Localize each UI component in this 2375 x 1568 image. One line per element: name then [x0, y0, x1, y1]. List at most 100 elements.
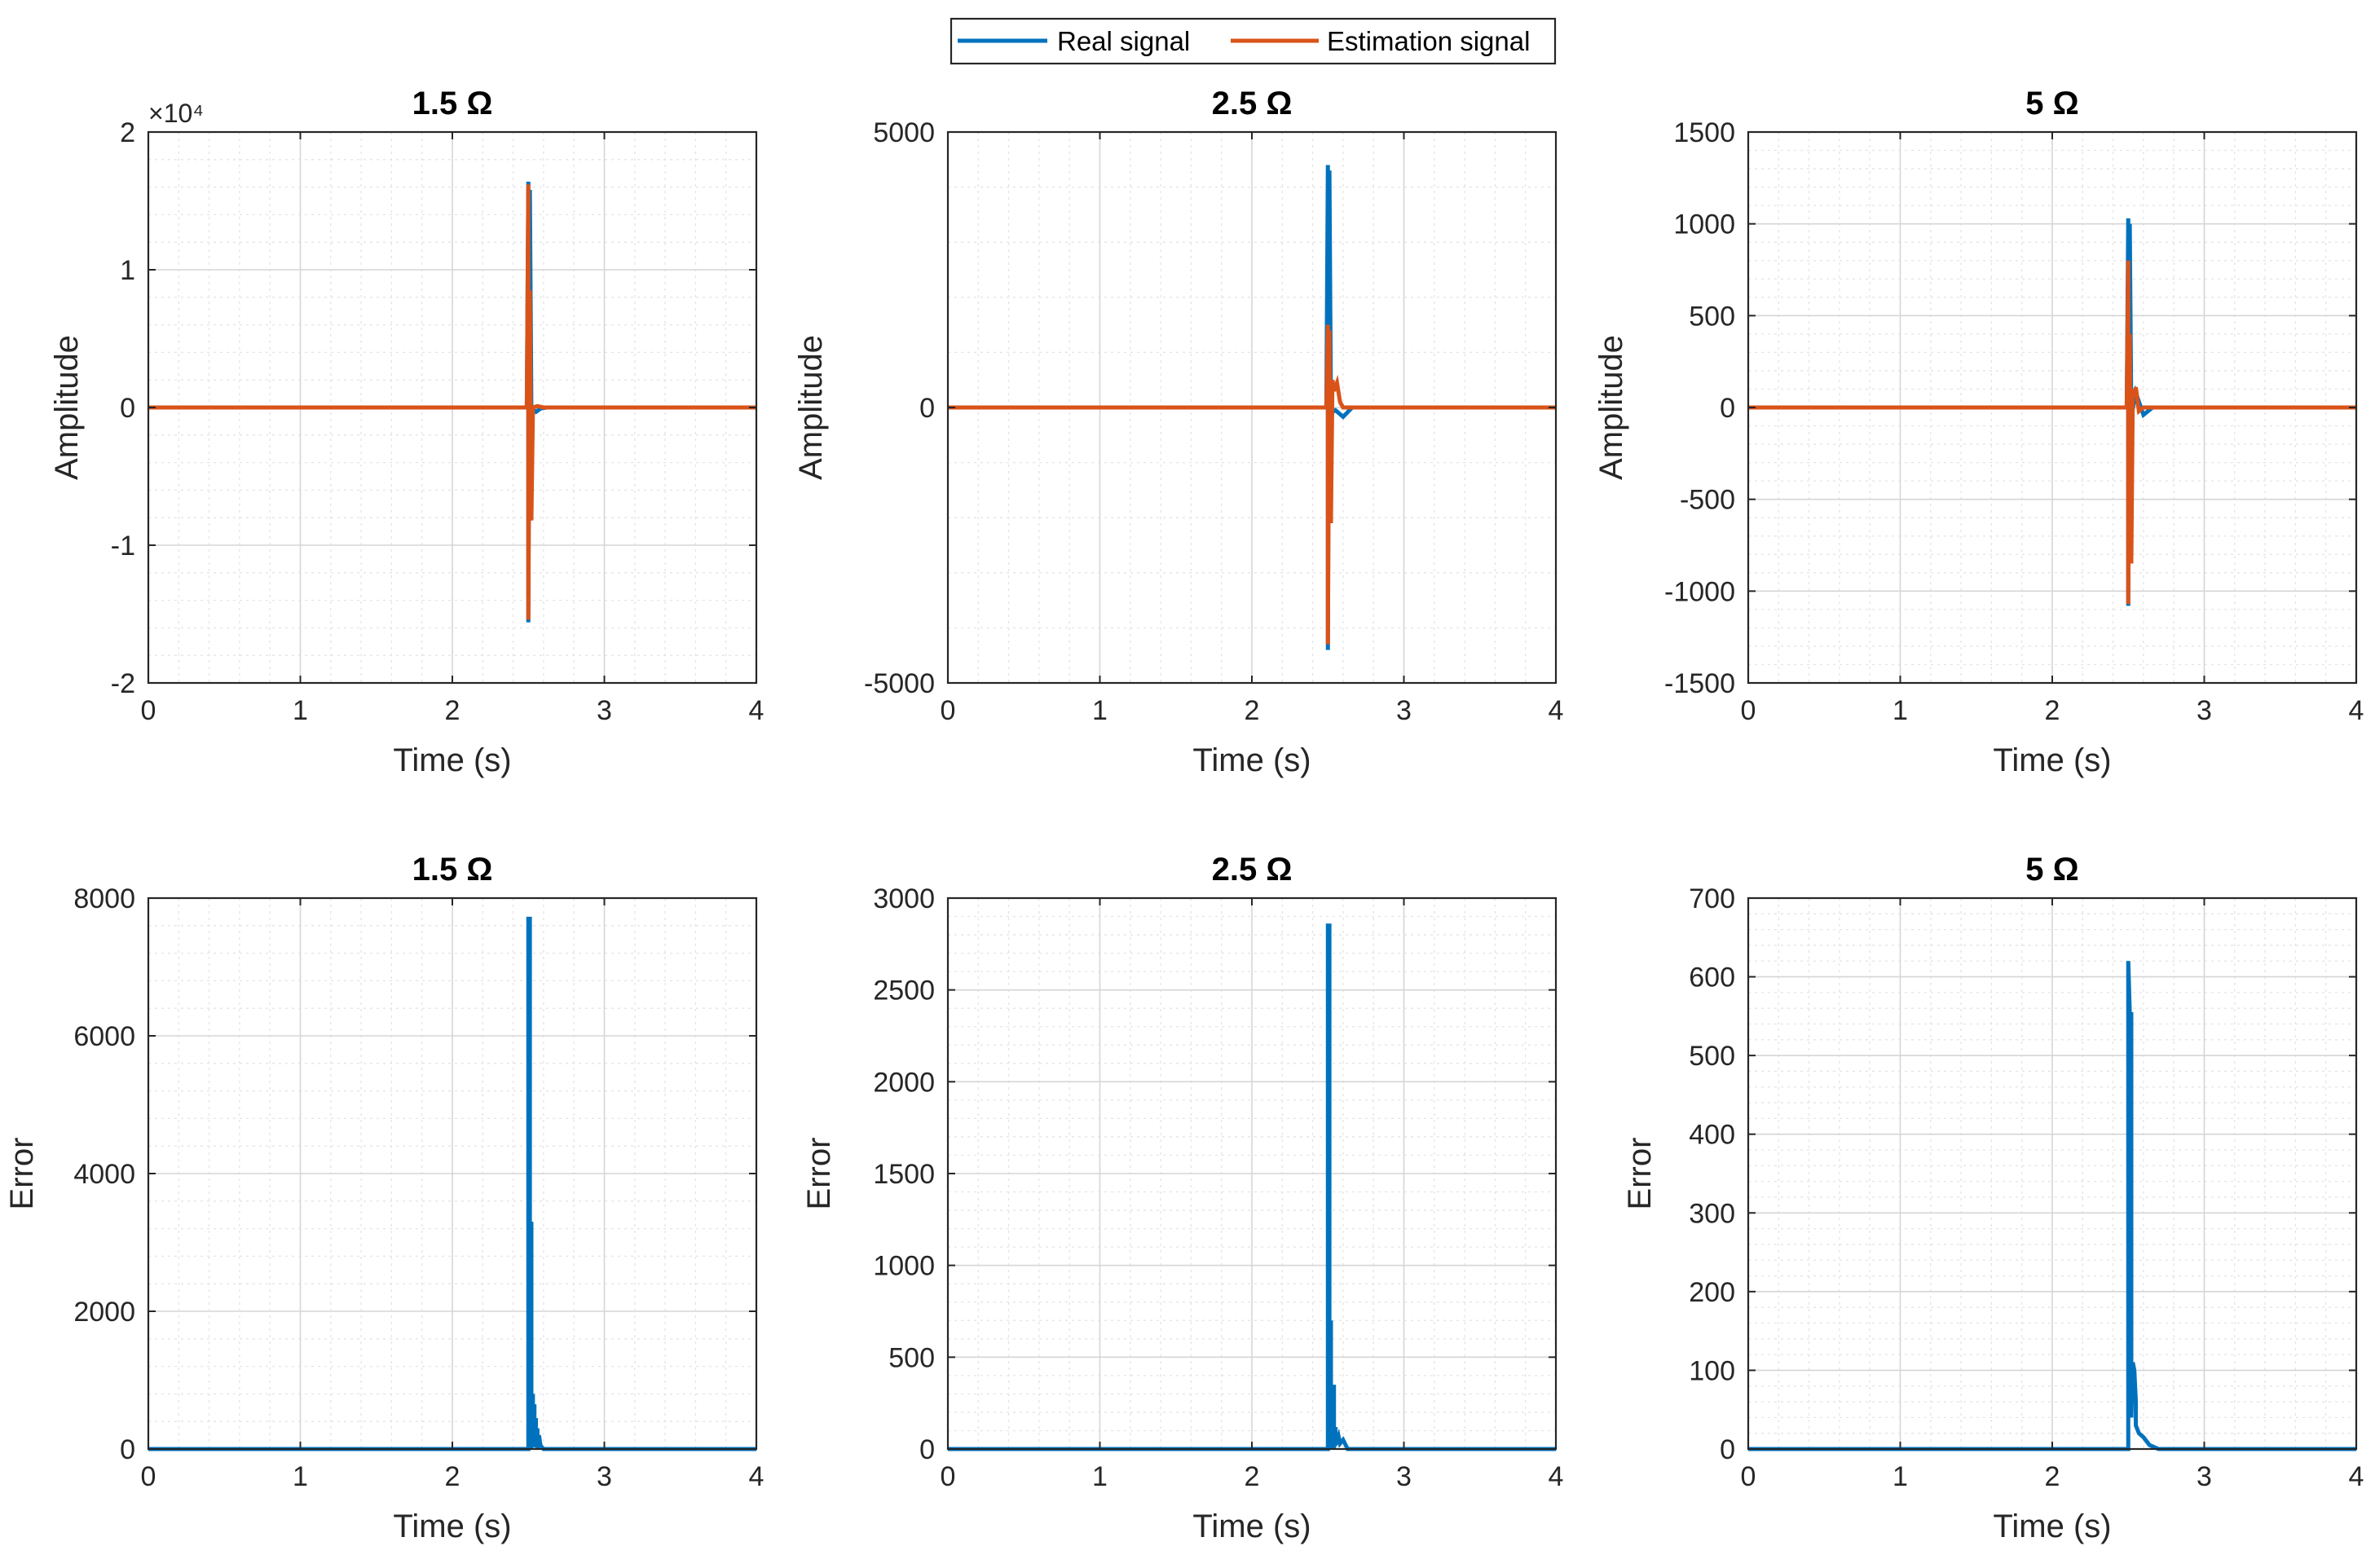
x-tick-label: 0 — [941, 695, 956, 726]
x-axis-label: Time (s) — [393, 742, 511, 778]
y-exponent-label: ×10⁴ — [148, 99, 204, 128]
series-line-real-signal — [948, 165, 1556, 650]
y-tick-label: 400 — [1689, 1120, 1735, 1151]
x-tick-label: 4 — [1549, 1461, 1564, 1492]
y-tick-label: -2 — [111, 668, 135, 699]
subplot-title: 1.5 Ω — [412, 852, 493, 888]
y-tick-label: 1000 — [1673, 209, 1735, 240]
y-axis-label: Amplitude — [49, 335, 85, 480]
legend: Real signal Estimation signal — [950, 17, 1557, 65]
subplot-title: 2.5 Ω — [1212, 852, 1293, 888]
x-tick-label: 4 — [749, 695, 764, 726]
series-line-estimation-signal — [148, 184, 756, 620]
y-tick-label: 0 — [919, 393, 935, 424]
y-axis-label: Amplitude — [1593, 335, 1629, 480]
y-axis-label: Amplitude — [793, 335, 829, 480]
series-line-error — [948, 923, 1556, 1451]
y-tick-label: 3000 — [873, 883, 935, 914]
x-tick-label: 3 — [1396, 1461, 1412, 1492]
x-axis-label: Time (s) — [1993, 1509, 2111, 1544]
y-tick-label: 0 — [120, 1434, 135, 1465]
x-tick-label: 3 — [597, 1461, 612, 1492]
x-tick-label: 1 — [1092, 1461, 1108, 1492]
x-axis-label: Time (s) — [1192, 1509, 1311, 1544]
x-tick-label: 1 — [293, 695, 308, 726]
y-tick-label: 2000 — [73, 1297, 135, 1328]
subplot-1: 0 1 2 3 4 -2 -1 0 1 2 ×10⁴ 1.5 Ω Time (s) Amplitude — [49, 86, 764, 778]
y-tick-label: -500 — [1680, 485, 1735, 516]
y-tick-label: 0 — [1720, 393, 1735, 424]
y-tick-label: -5000 — [864, 668, 935, 699]
y-tick-label: 2 — [120, 117, 135, 148]
y-tick-label: 1 — [120, 255, 135, 286]
legend-label-real-signal: Real signal — [1057, 26, 1190, 56]
y-tick-label: 0 — [120, 393, 135, 424]
x-tick-label: 0 — [141, 1461, 156, 1492]
x-tick-label: 0 — [1741, 1461, 1756, 1492]
subplot-title: 5 Ω — [2025, 86, 2078, 121]
y-tick-label: 8000 — [73, 883, 135, 914]
y-tick-label: 500 — [1689, 301, 1735, 332]
x-tick-label: 0 — [141, 695, 156, 726]
y-tick-label: -1500 — [1664, 668, 1735, 699]
x-axis-label: Time (s) — [1192, 742, 1311, 778]
x-tick-label: 4 — [749, 1461, 764, 1492]
x-tick-label: 2 — [1245, 695, 1260, 726]
subplot-title: 2.5 Ω — [1212, 86, 1293, 121]
x-tick-label: 0 — [941, 1461, 956, 1492]
y-tick-label: 2500 — [873, 976, 935, 1006]
y-tick-label: 4000 — [73, 1159, 135, 1190]
y-tick-label: -1000 — [1664, 576, 1735, 607]
x-tick-label: 3 — [597, 695, 612, 726]
x-tick-label: 2 — [445, 695, 460, 726]
series-line-estimation-signal — [948, 324, 1556, 645]
x-tick-label: 3 — [1396, 695, 1412, 726]
legend-label-estimation-signal: Estimation signal — [1327, 26, 1530, 56]
x-tick-label: 1 — [1893, 1461, 1908, 1492]
x-tick-label: 4 — [2349, 1461, 2364, 1492]
x-axis-label: Time (s) — [1993, 742, 2111, 778]
subplot-5: 0 1 2 3 4 0 500 1000 1500 2000 2500 3000 2.5 Ω Time (… — [801, 852, 1563, 1544]
x-tick-label: 1 — [1893, 695, 1908, 726]
x-tick-label: 3 — [2197, 695, 2212, 726]
x-tick-label: 2 — [2045, 695, 2060, 726]
x-tick-label: 2 — [1245, 1461, 1260, 1492]
y-tick-label: 200 — [1689, 1277, 1735, 1308]
series-line-estimation-signal — [1748, 260, 2356, 605]
y-tick-label: -1 — [111, 531, 135, 562]
x-tick-label: 4 — [2349, 695, 2364, 726]
x-tick-label: 1 — [293, 1461, 308, 1492]
y-axis-label: Error — [801, 1138, 837, 1210]
subplot-title: 5 Ω — [2025, 852, 2078, 888]
subplot-6: 0 1 2 3 4 0 100 200 300 400 500 600 700 5 Ω Time (s) Er… — [1622, 852, 2364, 1544]
y-tick-label: 600 — [1689, 962, 1735, 993]
y-tick-label: 700 — [1689, 883, 1735, 914]
x-axis-label: Time (s) — [393, 1509, 511, 1544]
y-tick-label: 6000 — [73, 1021, 135, 1052]
y-tick-label: 100 — [1689, 1355, 1735, 1386]
x-tick-label: 3 — [2197, 1461, 2212, 1492]
y-tick-label: 300 — [1689, 1198, 1735, 1229]
subplot-title: 1.5 Ω — [412, 86, 493, 121]
subplot-4: 0 1 2 3 4 0 2000 4000 6000 8000 1.5 Ω Time (s) Error — [4, 852, 764, 1544]
y-axis-label: Error — [4, 1138, 40, 1210]
y-axis-label: Error — [1622, 1138, 1658, 1210]
y-tick-label: 500 — [888, 1342, 935, 1373]
y-tick-label: 500 — [1689, 1041, 1735, 1072]
y-tick-label: 2000 — [873, 1067, 935, 1098]
x-tick-label: 1 — [1092, 695, 1108, 726]
x-tick-label: 2 — [2045, 1461, 2060, 1492]
series-line-error — [1748, 961, 2356, 1451]
x-tick-label: 2 — [445, 1461, 460, 1492]
y-tick-label: 0 — [919, 1434, 935, 1465]
y-tick-label: 1000 — [873, 1251, 935, 1282]
x-tick-label: 0 — [1741, 695, 1756, 726]
subplot-3: 0 1 2 3 4 -1500 -1000 -500 0 500 1000 1500 5 Ω Time (… — [1593, 86, 2364, 778]
y-tick-label: 1500 — [873, 1159, 935, 1190]
y-tick-label: 0 — [1720, 1434, 1735, 1465]
y-tick-label: 1500 — [1673, 117, 1735, 148]
x-tick-label: 4 — [1549, 695, 1564, 726]
series-line-error — [148, 916, 756, 1451]
